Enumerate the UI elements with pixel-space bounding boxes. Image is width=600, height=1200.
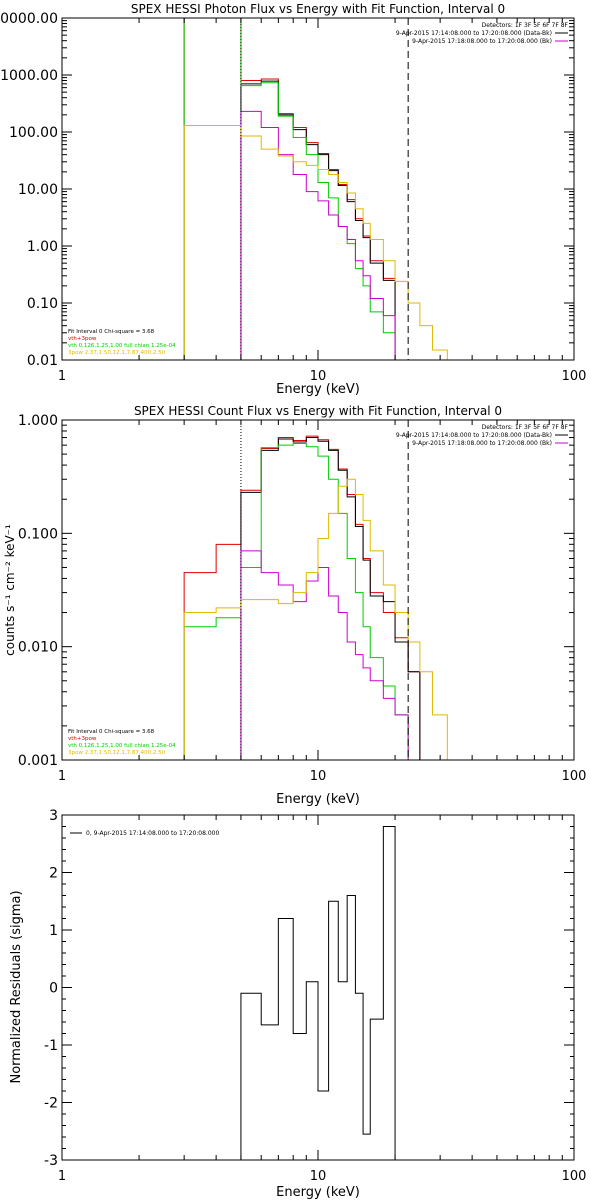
plot-frame bbox=[61, 17, 575, 361]
x-tick-label: 100 bbox=[562, 369, 587, 384]
legend-entry: Detectors: 1F 3F 5F 6F 7F 8F bbox=[482, 424, 569, 431]
legend-entry: 9-Apr-2015 17:18:08.000 to 17:20:08.000 … bbox=[412, 440, 552, 447]
count-flux-chart: SPEX HESSI Count Flux vs Energy with Fit… bbox=[3, 404, 586, 807]
legend-top-left: 0, 9-Apr-2015 17:14:08.000 to 17:20:08.0… bbox=[70, 830, 219, 837]
y-tick-label: 0.100 bbox=[18, 526, 58, 542]
series-line bbox=[183, 18, 396, 360]
x-tick-label: 100 bbox=[562, 1169, 587, 1184]
y-tick-label: 1.000 bbox=[18, 413, 58, 429]
legend-entry: Fit Interval 0 Chi-square = 3.68 bbox=[68, 329, 155, 335]
y-tick-label: 0 bbox=[49, 981, 58, 997]
y-tick-label: 0.10 bbox=[27, 296, 58, 312]
legend-top-right: Detectors: 1F 3F 5F 6F 7F 8F9-Apr-2015 1… bbox=[396, 22, 569, 45]
legend-entry: Detectors: 1F 3F 5F 6F 7F 8F bbox=[482, 22, 569, 29]
y-tick-label: 100.00 bbox=[9, 125, 58, 141]
legend-entry: Fit Interval 0 Chi-square = 3.68 bbox=[68, 729, 155, 735]
photon-flux-chart: SPEX HESSI Photon Flux vs Energy with Fi… bbox=[0, 2, 587, 397]
series-line bbox=[183, 443, 409, 760]
plot-frame bbox=[61, 419, 575, 761]
y-tick-label: 10000.00 bbox=[0, 11, 58, 27]
legend-entry: 3pow 2.37,1.50,12.1,7.87,400,2.50 bbox=[68, 350, 166, 356]
legend-entry: 9-Apr-2015 17:14:08.000 to 17:20:08.000 … bbox=[396, 30, 552, 37]
y-tick-label: 1000.00 bbox=[0, 68, 58, 84]
y-tick-label: 1 bbox=[49, 923, 58, 939]
y-axis-label: counts s⁻¹ cm⁻² keV⁻¹ bbox=[3, 524, 17, 656]
x-tick-label: 10 bbox=[310, 1169, 327, 1184]
legend-entry: vth 0.126,1.25,1.00 full chian 1.25e-04 bbox=[68, 343, 176, 349]
legend-bottom-left: Fit Interval 0 Chi-square = 3.68vth+3pow… bbox=[68, 329, 176, 356]
x-tick-label: 10 bbox=[310, 369, 327, 384]
series-line bbox=[240, 437, 421, 760]
y-tick-label: -3 bbox=[44, 1153, 58, 1169]
y-tick-label: -1 bbox=[44, 1038, 58, 1054]
x-tick-label: 10 bbox=[310, 769, 327, 784]
chart-title: SPEX HESSI Count Flux vs Energy with Fit… bbox=[134, 404, 502, 418]
y-tick-label: 0.001 bbox=[18, 753, 58, 769]
y-tick-label: 1.00 bbox=[27, 239, 58, 255]
legend-entry: vth+3pow bbox=[68, 336, 97, 342]
legend-entry: vth 0.126,1.25,1.00 full chian 1.25e-04 bbox=[68, 743, 176, 749]
legend-entry: 9-Apr-2015 17:18:08.000 to 17:20:08.000 … bbox=[412, 38, 552, 45]
series-line bbox=[183, 435, 421, 760]
x-axis-label: Energy (keV) bbox=[276, 792, 360, 807]
legend-entry: vth+3pow bbox=[68, 736, 97, 742]
y-tick-label: 2 bbox=[49, 866, 58, 882]
y-tick-label: 3 bbox=[49, 808, 58, 824]
series-line bbox=[240, 826, 396, 1160]
series-line bbox=[240, 110, 396, 360]
y-tick-label: -2 bbox=[44, 1096, 58, 1112]
chart-title: SPEX HESSI Photon Flux vs Energy with Fi… bbox=[131, 2, 505, 16]
y-axis-label: Normalized Residuals (sigma) bbox=[9, 890, 24, 1083]
y-tick-label: 10.00 bbox=[18, 182, 58, 198]
legend-entry: 9-Apr-2015 17:14:08.000 to 17:20:08.000 … bbox=[396, 432, 552, 439]
legend-bottom-left: Fit Interval 0 Chi-square = 3.68vth+3pow… bbox=[68, 729, 176, 756]
x-tick-label: 1 bbox=[58, 369, 66, 384]
series-line bbox=[183, 18, 396, 360]
x-tick-label: 1 bbox=[58, 1169, 66, 1184]
x-axis-label: Energy (keV) bbox=[276, 1185, 360, 1200]
y-tick-label: 0.01 bbox=[27, 353, 58, 369]
x-axis-label: Energy (keV) bbox=[276, 382, 360, 397]
series-line bbox=[240, 80, 396, 360]
residuals-chart: 1 10 100 -3 -2 -1 0 1 2 3 Energy (keV) Normalized… bbox=[9, 808, 586, 1200]
legend-entry: 3pow 2.37,1.50,12.1,7.87,400,2.50 bbox=[68, 750, 166, 756]
y-tick-label: 0.010 bbox=[18, 640, 58, 656]
legend-top-right: Detectors: 1F 3F 5F 6F 7F 8F9-Apr-2015 1… bbox=[396, 424, 569, 447]
series-line bbox=[240, 550, 409, 760]
x-tick-label: 100 bbox=[562, 769, 587, 784]
x-tick-label: 1 bbox=[58, 769, 66, 784]
legend-entry: 0, 9-Apr-2015 17:14:08.000 to 17:20:08.0… bbox=[86, 830, 219, 837]
